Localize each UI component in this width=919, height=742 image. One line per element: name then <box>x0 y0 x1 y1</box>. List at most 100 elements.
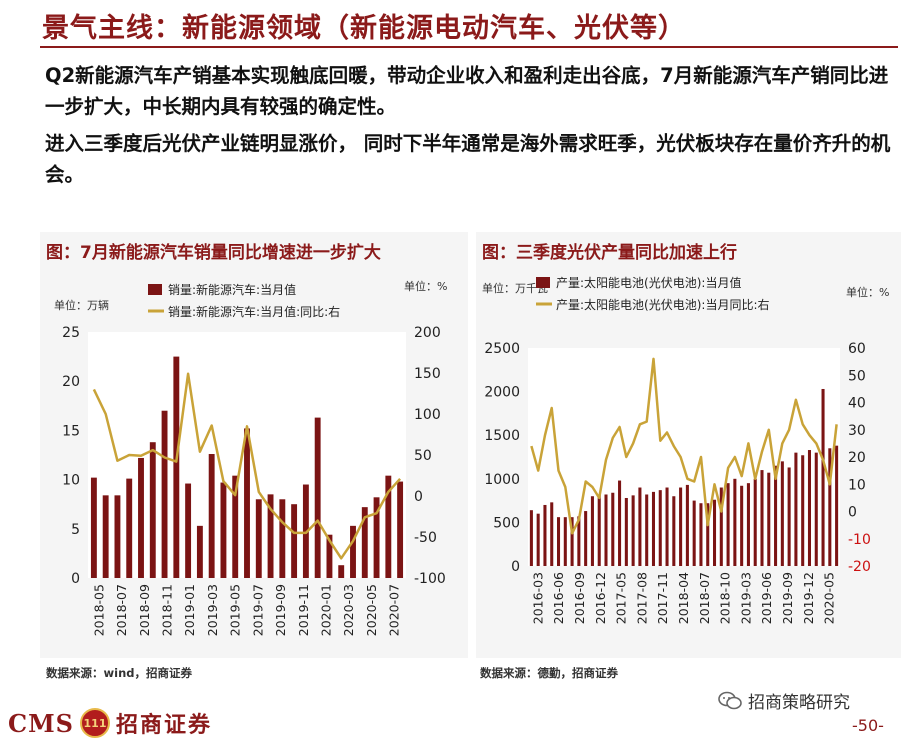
x-tick-label: 2017-05 <box>614 572 629 624</box>
unit-left-label: 单位：万辆 <box>54 298 109 312</box>
wechat-icon <box>718 691 742 711</box>
bar <box>679 487 683 566</box>
unit-right-label: 单位：% <box>846 285 889 299</box>
bar <box>733 478 737 566</box>
bar <box>753 478 757 566</box>
legend-bar-swatch <box>148 284 162 295</box>
page-title: 景气主线：新能源领域（新能源电动汽车、光伏等） <box>42 13 686 44</box>
y-right-tick: 20 <box>848 450 866 466</box>
x-tick-label: 2018-10 <box>718 572 733 624</box>
bar <box>814 452 818 566</box>
bar <box>102 495 109 578</box>
bar <box>361 507 368 578</box>
y-right-tick: 40 <box>848 396 866 412</box>
brand-name: 招商证券 <box>116 713 213 738</box>
x-tick-label: 2017-11 <box>655 572 670 624</box>
bar <box>740 485 744 566</box>
y-right-tick: 50 <box>414 448 432 464</box>
x-tick-label: 2019-07 <box>250 584 265 636</box>
paragraph-pv: 进入三季度后光伏产业链明显涨价， 同时下半年通常是海外需求旺季，光伏板块存在量价… <box>45 132 891 186</box>
y-right-tick: -50 <box>414 530 437 546</box>
bar <box>255 499 262 578</box>
legend-line-label: 产量:太阳能电池(光伏电池):当月同比:右 <box>556 297 770 312</box>
x-tick-label: 2018-07 <box>114 584 129 636</box>
y-right-tick: 0 <box>414 489 423 505</box>
y-right-tick: 100 <box>414 407 441 423</box>
emblem-icon: 111 <box>80 708 110 738</box>
bar <box>780 461 784 566</box>
y-left-tick: 0 <box>71 571 80 587</box>
bar <box>563 517 567 566</box>
bar <box>767 472 771 566</box>
bar <box>173 356 180 578</box>
bar <box>692 500 696 566</box>
bar <box>597 494 601 566</box>
legend-bar-label: 产量:太阳能电池(光伏电池):当月值 <box>556 275 741 290</box>
y-left-tick: 1000 <box>484 472 520 488</box>
x-tick-label: 2019-03 <box>738 572 753 624</box>
unit-left-label: 单位：万千瓦 <box>482 281 548 295</box>
bar <box>314 417 321 578</box>
y-right-tick: 10 <box>848 477 866 493</box>
bar <box>746 483 750 566</box>
bar <box>149 442 156 578</box>
bar <box>397 481 404 578</box>
bar <box>726 483 730 566</box>
chart-title-ev: 图：7月新能源汽车销量同比增速进一步扩大 <box>46 243 381 263</box>
line-series <box>530 357 838 535</box>
bar <box>645 494 649 566</box>
x-tick-label: 2018-04 <box>676 572 691 624</box>
y-right-tick: 150 <box>414 366 441 382</box>
source-pv: 数据来源：德勤，招商证券 <box>480 666 618 680</box>
plot-area <box>528 348 840 566</box>
y-right-tick: -100 <box>414 571 446 587</box>
bar <box>161 410 168 578</box>
bar <box>385 475 392 578</box>
bar <box>821 388 825 566</box>
bar <box>556 517 561 566</box>
y-left-tick: 2000 <box>484 385 520 401</box>
cms-logo: CMS 111 招商证券 <box>8 706 212 740</box>
bar <box>835 445 839 566</box>
bar <box>624 497 628 566</box>
x-tick-label: 2018-05 <box>91 584 106 636</box>
bar <box>529 510 533 566</box>
x-tick-label: 2020-01 <box>319 584 334 636</box>
bar <box>618 480 622 566</box>
bar <box>760 470 764 566</box>
x-tick-label: 2017-08 <box>634 572 649 624</box>
bar <box>672 496 676 566</box>
bar <box>326 534 333 578</box>
bar <box>350 525 356 578</box>
wechat-account: 招商策略研究 <box>718 688 850 713</box>
bar <box>712 499 717 566</box>
bar <box>114 495 121 578</box>
y-left-tick: 500 <box>493 515 520 531</box>
wechat-account-name: 招商策略研究 <box>748 693 850 713</box>
legend-bar-swatch <box>536 277 550 288</box>
bar <box>590 496 594 566</box>
bar <box>185 483 192 578</box>
x-tick-label: 2019-09 <box>273 584 288 636</box>
legend-line-label: 销量:新能源汽车:当月值:同比:右 <box>168 304 340 319</box>
bar <box>719 487 723 566</box>
bar <box>577 516 581 566</box>
y-left-tick: 5 <box>71 522 80 538</box>
source-ev: 数据来源：wind，招商证券 <box>46 666 192 680</box>
bar <box>651 491 656 566</box>
bar <box>196 525 203 578</box>
x-tick-label: 2016-06 <box>551 572 566 624</box>
bar <box>232 475 239 578</box>
chart-panel-ev: 图：7月新能源汽车销量同比增速进一步扩大 单位：万辆 单位：% 销量:新能源汽车:当… <box>40 232 468 658</box>
y-left-tick: 15 <box>62 423 80 439</box>
bar <box>584 511 588 566</box>
y-right-tick: 200 <box>414 325 441 341</box>
x-tick-label: 2020-05 <box>364 584 379 636</box>
y-left-tick: 10 <box>62 473 80 489</box>
bar <box>570 517 574 566</box>
x-tick-label: 2019-01 <box>182 584 197 636</box>
bar <box>90 477 97 578</box>
chart-panel-pv: 图：三季度光伏产量同比加速上行 单位：万千瓦 单位：% 产量:太阳能电池(光伏电池)… <box>476 232 901 658</box>
y-left-tick: 0 <box>511 559 520 575</box>
bar <box>794 452 798 566</box>
